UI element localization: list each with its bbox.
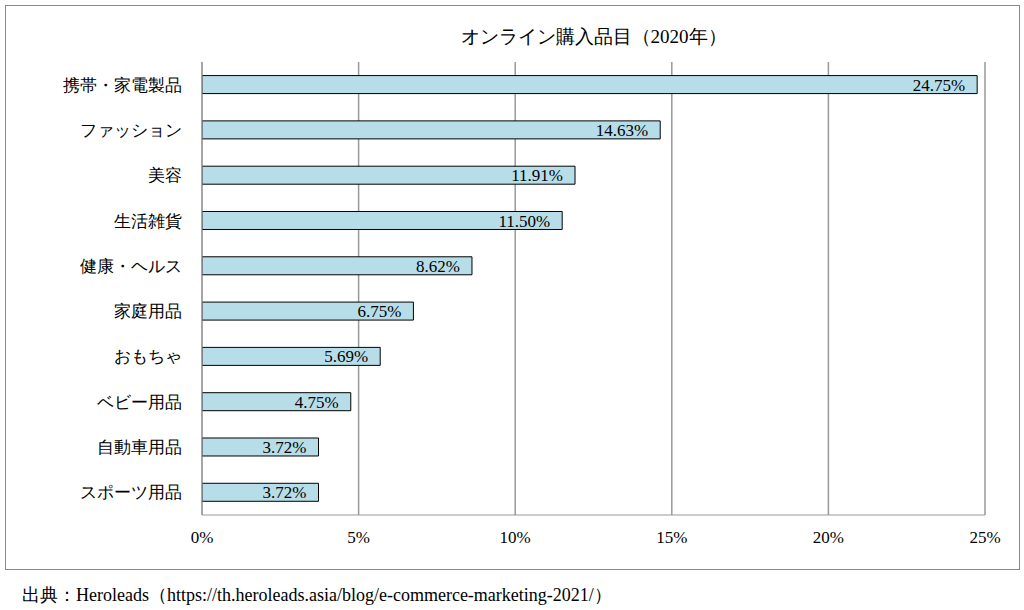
svg-text:スポーツ用品: スポーツ用品 [80, 483, 182, 502]
svg-text:3.72%: 3.72% [263, 438, 307, 457]
svg-text:3.72%: 3.72% [263, 483, 307, 502]
html-text:出典：Heroleads（https://th.herole: 出典：Heroleads（https://th.heroleads.asia/b… [22, 585, 612, 605]
svg-text:11.91%: 11.91% [511, 166, 563, 185]
svg-text:24.75%: 24.75% [913, 76, 965, 95]
svg-text:おもちゃ: おもちゃ [114, 347, 182, 366]
svg-text:14.63%: 14.63% [596, 121, 648, 140]
svg-text:5%: 5% [347, 528, 370, 547]
svg-text:15%: 15% [656, 528, 687, 547]
svg-text:4.75%: 4.75% [295, 393, 339, 412]
svg-text:6.75%: 6.75% [357, 302, 401, 321]
svg-text:11.50%: 11.50% [498, 212, 550, 231]
svg-text:8.62%: 8.62% [416, 257, 460, 276]
svg-text:健康・ヘルス: 健康・ヘルス [80, 257, 182, 276]
svg-text:携帯・家電製品: 携帯・家電製品 [63, 76, 182, 95]
svg-text:ファッション: ファッション [80, 121, 182, 140]
html-text:オンライン購入品目（2020年）: オンライン購入品目（2020年） [460, 26, 727, 47]
svg-text:家庭用品: 家庭用品 [114, 302, 182, 321]
svg-text:0%: 0% [191, 528, 214, 547]
svg-text:ベビー用品: ベビー用品 [97, 393, 182, 412]
svg-text:25%: 25% [969, 528, 1000, 547]
svg-text:10%: 10% [500, 528, 531, 547]
svg-text:5.69%: 5.69% [324, 347, 368, 366]
svg-text:20%: 20% [813, 528, 844, 547]
svg-text:生活雑貨: 生活雑貨 [114, 212, 182, 231]
svg-text:美容: 美容 [148, 166, 182, 185]
svg-text:自動車用品: 自動車用品 [97, 438, 182, 457]
